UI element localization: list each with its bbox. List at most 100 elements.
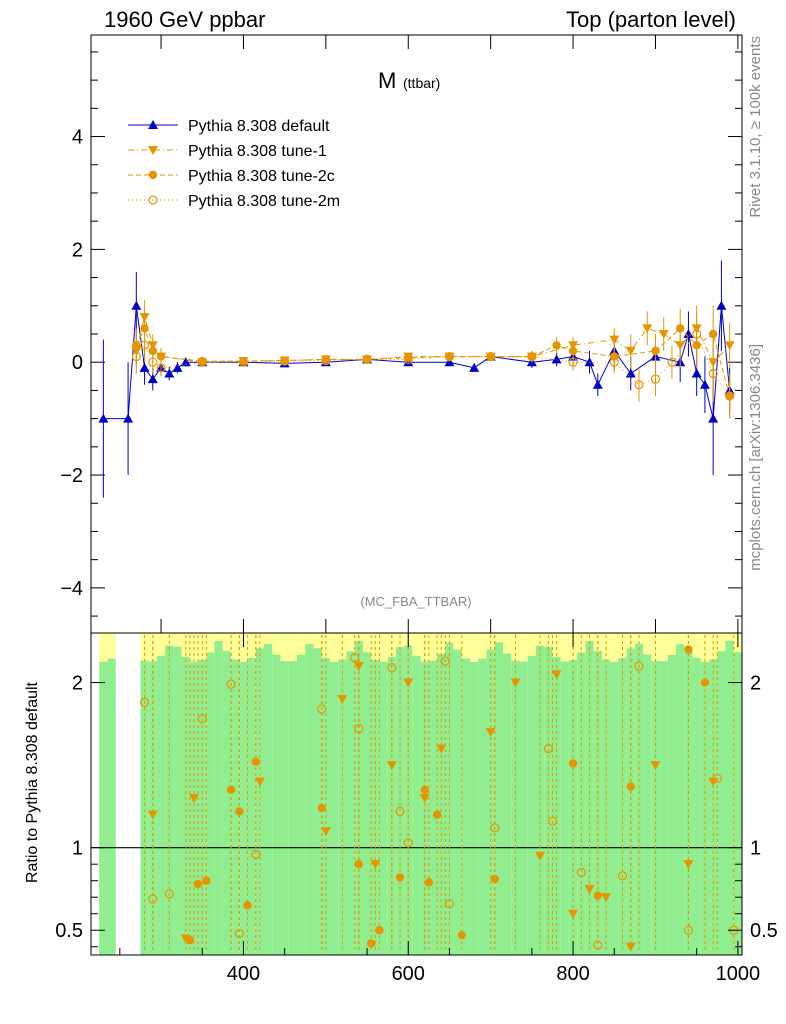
ratio-point	[226, 785, 236, 795]
band-inner	[453, 649, 462, 955]
data-point	[609, 335, 620, 345]
band-inner	[206, 652, 215, 955]
legend-marker	[148, 146, 158, 155]
ratio-point	[444, 899, 455, 909]
ratio-point	[424, 878, 434, 887]
data-point	[486, 351, 496, 362]
band-inner	[107, 658, 116, 955]
band-inner	[371, 660, 380, 955]
band-inner	[140, 660, 149, 955]
band-inner	[568, 660, 578, 955]
uncertainty-band	[99, 633, 742, 955]
legend-label: Pythia 8.308 tune-2m	[188, 193, 340, 210]
ratio-plot: 0.5 1 2 0.5 1 2 400 600 800 1000 Ratio to Pythia 8…	[24, 632, 778, 985]
data-point	[139, 362, 150, 372]
ratio-point	[634, 661, 644, 671]
ratio-point	[543, 743, 553, 754]
band-inner	[362, 652, 372, 955]
series-line	[135, 327, 731, 397]
ratio-point	[375, 926, 384, 935]
ratio-point	[395, 806, 405, 816]
data-point	[634, 380, 644, 390]
band-inner	[626, 648, 635, 955]
data-point	[131, 300, 142, 310]
ratio-ytick-label: 0.5	[55, 920, 83, 942]
band-inner	[395, 647, 405, 955]
band-inner	[684, 648, 693, 955]
ratio-point	[234, 928, 244, 939]
band-inner	[297, 654, 306, 955]
band-inner	[700, 661, 710, 955]
ratio-point	[712, 773, 722, 783]
band-inner	[709, 659, 718, 955]
legend-marker	[148, 120, 158, 129]
band-inner	[346, 651, 355, 955]
data-point	[197, 357, 207, 367]
band-inner	[478, 658, 487, 955]
band-inner	[198, 660, 207, 955]
ratio-point	[626, 782, 635, 791]
ratio-point	[650, 761, 661, 771]
data-point	[123, 413, 134, 423]
band-inner	[338, 659, 347, 955]
ratio-point	[164, 889, 174, 899]
legend-label: Pythia 8.308 tune-2c	[188, 168, 335, 185]
band-inner	[239, 661, 248, 955]
ratio-point	[432, 810, 442, 819]
data-point	[98, 413, 109, 423]
ratio-point	[320, 827, 331, 837]
main-ytick-label: −4	[60, 578, 83, 600]
band-inner	[148, 661, 157, 955]
data-point	[444, 351, 455, 362]
ratio-xtick-label: 1000	[716, 963, 761, 985]
data-point	[552, 341, 561, 350]
ratio-point	[139, 697, 150, 707]
band-inner	[676, 644, 685, 955]
band-inner	[725, 640, 734, 955]
ratio-point	[193, 879, 203, 889]
data-point	[675, 324, 685, 333]
legend-label: Pythia 8.308 default	[188, 118, 330, 135]
band-inner	[231, 659, 240, 955]
band-inner	[404, 645, 413, 955]
data-point	[592, 379, 603, 389]
ratio-ytick-label-right: 1	[750, 838, 761, 860]
band-inner	[503, 653, 512, 955]
ratio-ytick-label: 1	[72, 838, 83, 860]
ratio-point	[568, 759, 578, 768]
band-inner	[329, 661, 339, 955]
data-point	[147, 374, 158, 384]
ratio-point	[547, 816, 558, 826]
ratio-point	[708, 777, 719, 787]
data-point	[699, 379, 710, 389]
data-point	[156, 363, 166, 373]
ratio-point	[568, 909, 579, 919]
ratio-point	[317, 704, 327, 714]
ratio-point	[366, 939, 376, 948]
ratio-point	[485, 728, 496, 738]
data-point	[651, 346, 660, 356]
legend-marker	[148, 170, 158, 180]
data-point	[625, 368, 636, 378]
legend-marker	[148, 195, 158, 205]
data-point	[148, 346, 158, 356]
series-line	[135, 315, 730, 364]
band-inner	[618, 657, 627, 955]
ratio-point	[551, 670, 562, 680]
ratio-point	[189, 794, 200, 804]
ratio-ylabel: Ratio to Pythia 8.308 default	[24, 681, 41, 883]
ratio-point	[535, 851, 546, 861]
ratio-xtick-label: 600	[392, 963, 425, 985]
series-line	[103, 305, 731, 420]
band-inner	[659, 661, 668, 955]
band-inner	[412, 655, 421, 955]
ratio-point	[387, 663, 397, 673]
ratio-point	[148, 894, 158, 904]
plot-title: M	[378, 68, 396, 93]
band-inner	[379, 661, 388, 955]
ratio-ytick-label: 2	[72, 673, 83, 695]
data-point	[658, 330, 669, 339]
ratio-point	[584, 884, 595, 894]
main-ytick-label: −2	[60, 465, 83, 487]
ratio-point	[386, 761, 397, 771]
